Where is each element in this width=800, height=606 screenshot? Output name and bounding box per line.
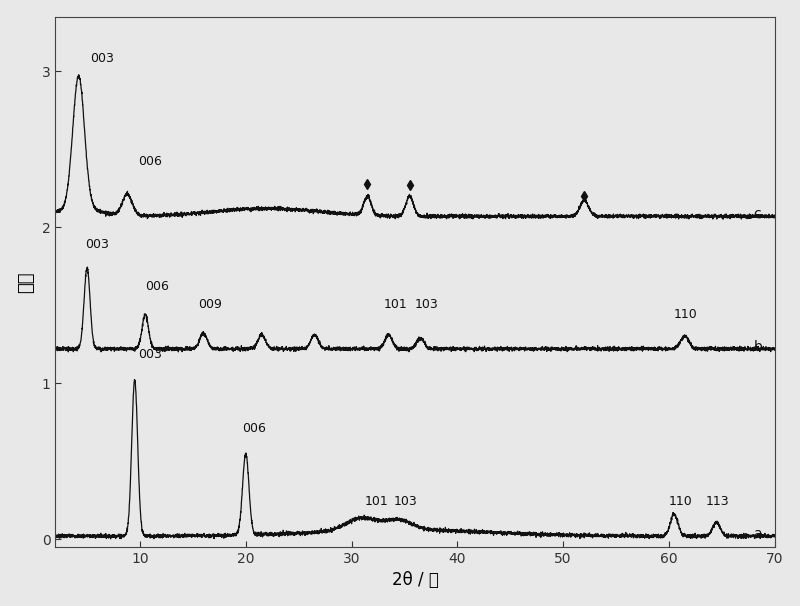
Text: 006: 006 [146,280,169,293]
Text: 101: 101 [364,495,388,508]
Text: 103: 103 [415,298,438,311]
Text: c: c [754,207,761,221]
X-axis label: 2θ / 度: 2θ / 度 [391,571,438,589]
Y-axis label: 强度: 强度 [17,271,34,293]
Text: 009: 009 [198,298,222,311]
Text: a: a [754,527,762,541]
Text: 006: 006 [242,422,266,435]
Text: 110: 110 [674,308,698,321]
Text: 006: 006 [138,155,162,168]
Text: 113: 113 [706,495,730,508]
Text: 110: 110 [669,495,693,508]
Text: 103: 103 [394,495,418,508]
Text: 003: 003 [138,348,162,361]
Text: 003: 003 [90,52,114,65]
Text: b: b [754,340,762,354]
Text: 003: 003 [85,238,109,251]
Text: 101: 101 [383,298,407,311]
